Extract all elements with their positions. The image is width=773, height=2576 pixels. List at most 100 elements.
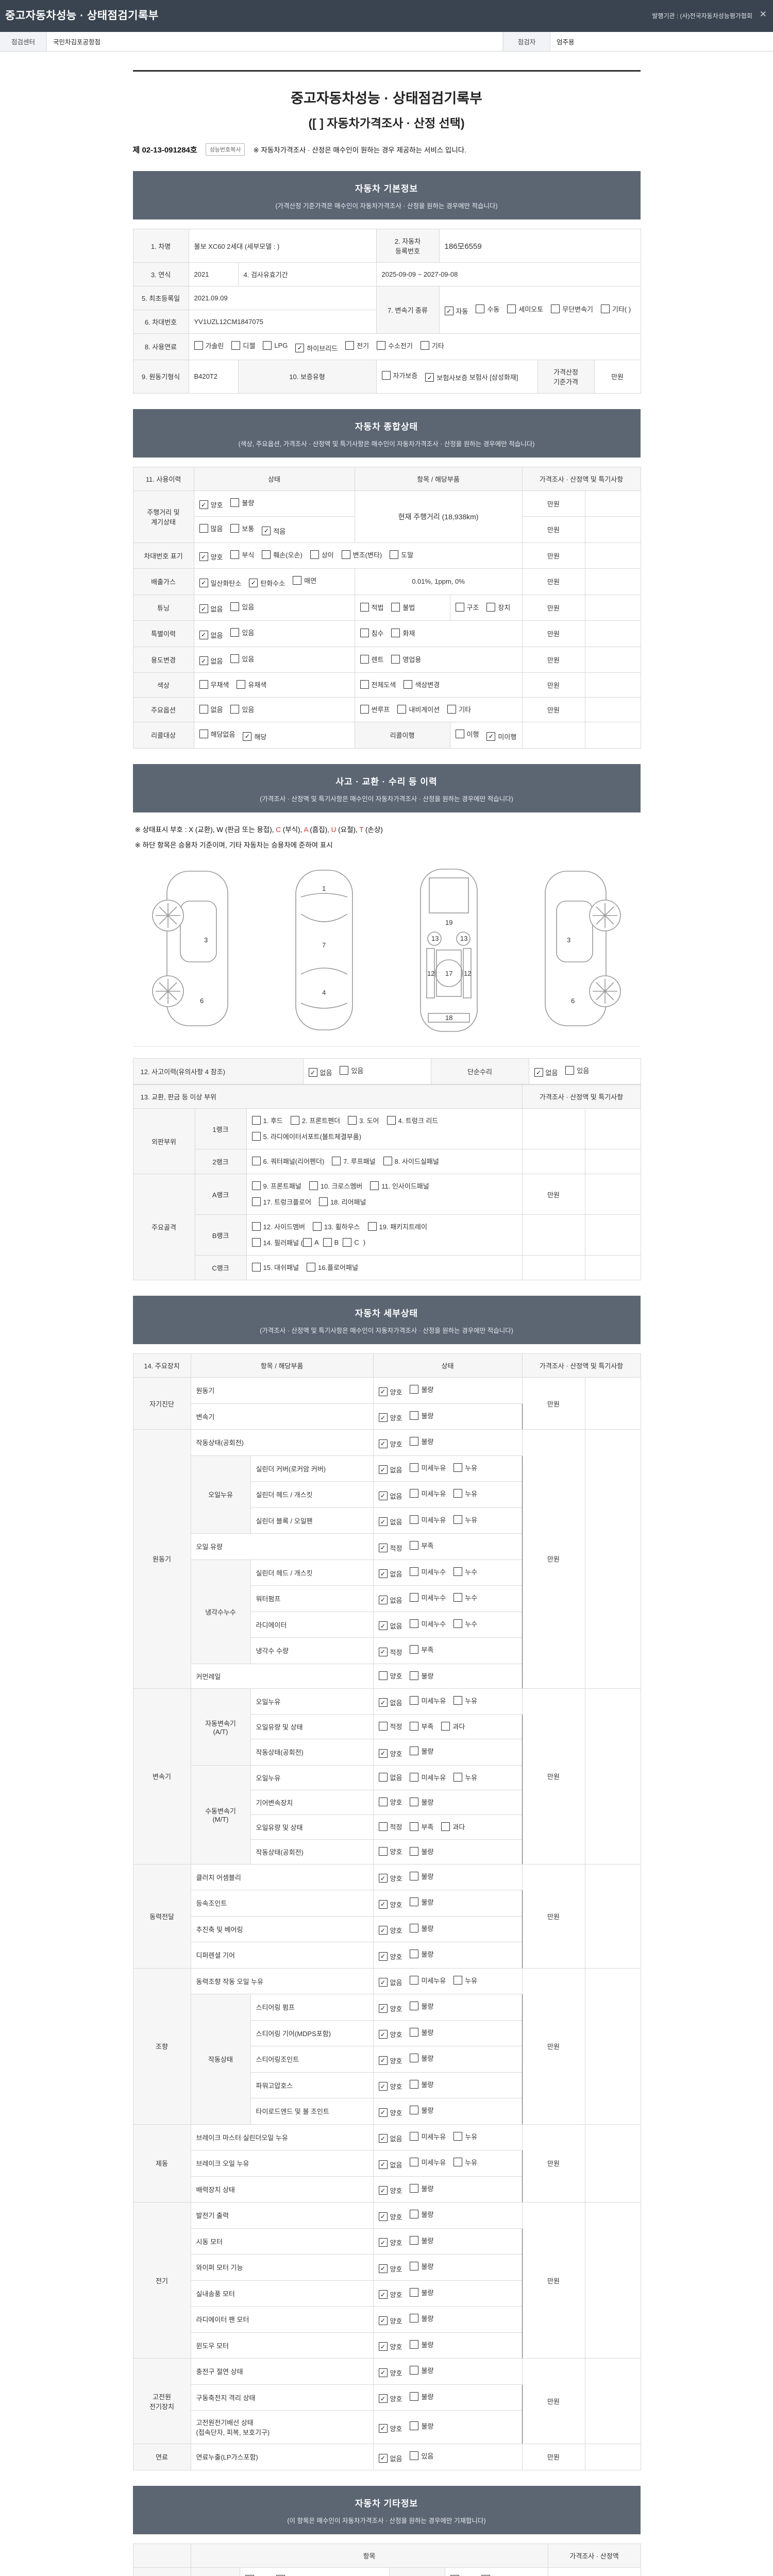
checkbox-과다[interactable]: 과다 xyxy=(441,1721,465,1731)
checkbox-box[interactable] xyxy=(565,1065,575,1075)
checkbox-box[interactable] xyxy=(551,304,560,313)
checkbox-box[interactable] xyxy=(410,1385,419,1394)
checkbox-있음[interactable]: 있음 xyxy=(565,1065,589,1075)
checkbox-무단변속기[interactable]: 무단변속기 xyxy=(551,304,593,314)
checkbox-box[interactable] xyxy=(251,1197,261,1206)
checkbox-box[interactable] xyxy=(343,1238,352,1247)
checkbox-box[interactable] xyxy=(410,1772,419,1782)
checkbox-없음[interactable]: 없음 xyxy=(378,1621,402,1631)
checkbox-box[interactable] xyxy=(441,1722,450,1731)
checkbox-없음[interactable]: 없음 xyxy=(534,1067,558,1077)
checkbox-불량[interactable]: 불량 xyxy=(410,1846,433,1856)
checkbox-box[interactable] xyxy=(381,370,391,380)
checkbox-누유[interactable]: 누유 xyxy=(453,1515,477,1524)
checkbox-부족[interactable]: 부족 xyxy=(410,1645,433,1654)
checkbox-8. 사이드실패널[interactable]: 8. 사이드실패널 xyxy=(383,1156,439,1166)
checkbox-양호[interactable]: 양호 xyxy=(378,1439,402,1449)
checkbox-box[interactable] xyxy=(237,680,246,689)
checkbox-box[interactable] xyxy=(507,304,516,313)
checkbox-box[interactable] xyxy=(378,1772,388,1782)
checkbox-box[interactable] xyxy=(249,578,258,587)
checkbox-box[interactable] xyxy=(378,2134,388,2143)
checkbox-box[interactable] xyxy=(410,2054,419,2062)
checkbox-미세누유[interactable]: 미세누유 xyxy=(410,1772,446,1782)
checkbox-양호[interactable]: 양호 xyxy=(378,1797,402,1807)
checkbox-box[interactable] xyxy=(410,1619,419,1628)
price-note-cell[interactable] xyxy=(584,1429,641,1689)
checkbox-불량[interactable]: 불량 xyxy=(410,2261,433,2271)
checkbox-box[interactable] xyxy=(378,2368,388,2377)
checkbox-box[interactable] xyxy=(199,578,208,587)
checkbox-box[interactable] xyxy=(199,705,208,714)
checkbox-14. 필러패널[interactable]: 14. 필러패널 (A B C) xyxy=(251,1238,365,1247)
checkbox-box[interactable] xyxy=(262,526,271,535)
checkbox-box[interactable] xyxy=(199,630,208,639)
checkbox-침수[interactable]: 침수 xyxy=(360,628,383,638)
price-note-cell[interactable] xyxy=(584,1863,641,1969)
checkbox-box[interactable] xyxy=(410,2421,419,2431)
checkbox-box[interactable] xyxy=(410,2079,419,2089)
checkbox-전체도색[interactable]: 전체도색 xyxy=(360,680,396,689)
price-note-cell[interactable] xyxy=(584,2444,641,2470)
checkbox-box[interactable] xyxy=(453,1593,463,1602)
checkbox-box[interactable] xyxy=(410,1645,419,1654)
checkbox-양호[interactable]: 양호 xyxy=(378,2342,402,2351)
checkbox-미이행[interactable]: 미이행 xyxy=(486,732,516,741)
checkbox-box[interactable] xyxy=(410,1846,419,1856)
checkbox-box[interactable] xyxy=(410,1797,419,1806)
checkbox-box[interactable] xyxy=(367,1222,377,1231)
checkbox-양호[interactable]: 양호 xyxy=(378,1749,402,1758)
checkbox-LPG[interactable]: LPG xyxy=(263,341,288,350)
checkbox-누유[interactable]: 누유 xyxy=(453,1772,477,1782)
checkbox-box[interactable] xyxy=(378,1465,388,1474)
checkbox-5. 라디에이터서포트(볼트체결부품)[interactable]: 5. 라디에이터서포트(볼트체결부품) xyxy=(251,1131,361,1141)
price-note-cell[interactable] xyxy=(584,722,641,749)
checkbox-양호[interactable]: 양호 xyxy=(378,2368,402,2378)
checkbox-해당없음[interactable]: 해당없음 xyxy=(199,729,235,739)
checkbox-box[interactable] xyxy=(378,1698,388,1707)
checkbox-미세누수[interactable]: 미세누수 xyxy=(410,1619,446,1629)
checkbox-적정[interactable]: 적정 xyxy=(378,1543,402,1553)
checkbox-불량[interactable]: 불량 xyxy=(410,1897,433,1907)
checkbox-있음[interactable]: 있음 xyxy=(230,628,254,637)
checkbox-2. 프론트펜더[interactable]: 2. 프론트펜더 xyxy=(290,1115,340,1125)
checkbox-보험사보증[interactable]: 보험사보증 xyxy=(425,372,467,382)
checkbox-무채색[interactable]: 무채색 xyxy=(199,680,229,689)
checkbox-box[interactable] xyxy=(447,705,457,714)
checkbox-양호[interactable]: 양호 xyxy=(378,1900,402,1909)
checkbox-box[interactable] xyxy=(360,629,369,638)
checkbox-box[interactable] xyxy=(230,602,240,611)
checkbox-과다[interactable]: 과다 xyxy=(441,1822,465,1832)
checkbox-양호[interactable]: 양호 xyxy=(378,1952,402,1961)
price-note-cell[interactable] xyxy=(584,2358,641,2444)
checkbox-불량[interactable]: 불량 xyxy=(410,2365,433,2375)
checkbox-3. 도어[interactable]: 3. 도어 xyxy=(348,1115,379,1125)
checkbox-box[interactable] xyxy=(360,680,369,689)
price-note-cell[interactable] xyxy=(584,490,641,517)
checkbox-탄화수소[interactable]: 탄화수소 xyxy=(249,578,285,588)
checkbox-box[interactable] xyxy=(410,1747,419,1755)
price-note-cell[interactable] xyxy=(584,1688,641,1865)
checkbox-미세누유[interactable]: 미세누유 xyxy=(410,1463,446,1472)
checkbox-box[interactable] xyxy=(199,680,208,689)
checkbox-부족[interactable]: 부족 xyxy=(410,1822,433,1832)
checkbox-적법[interactable]: 적법 xyxy=(360,602,383,612)
checkbox-자가보증[interactable]: 자가보증 xyxy=(381,370,417,380)
price-note-cell[interactable] xyxy=(584,542,641,569)
checkbox-box[interactable] xyxy=(453,1975,463,1985)
checkbox-미세누유[interactable]: 미세누유 xyxy=(410,1515,446,1524)
checkbox-부족[interactable]: 부족 xyxy=(410,1540,433,1550)
checkbox-누수[interactable]: 누수 xyxy=(453,1619,477,1629)
checkbox-box[interactable] xyxy=(378,1874,388,1883)
checkbox-box[interactable] xyxy=(453,1463,463,1472)
checkbox-box[interactable] xyxy=(378,1517,388,1526)
checkbox-box[interactable] xyxy=(441,1822,450,1831)
checkbox-box[interactable] xyxy=(194,341,203,350)
checkbox-양호[interactable]: 양호 xyxy=(378,2212,402,2222)
checkbox-box[interactable] xyxy=(383,1157,392,1165)
checkbox-있음[interactable]: 있음 xyxy=(230,704,254,714)
checkbox-매연[interactable]: 매연 xyxy=(293,575,316,585)
checkbox-box[interactable] xyxy=(230,550,240,559)
checkbox-box[interactable] xyxy=(391,629,400,638)
checkbox-없음[interactable]: 없음 xyxy=(378,1569,402,1579)
